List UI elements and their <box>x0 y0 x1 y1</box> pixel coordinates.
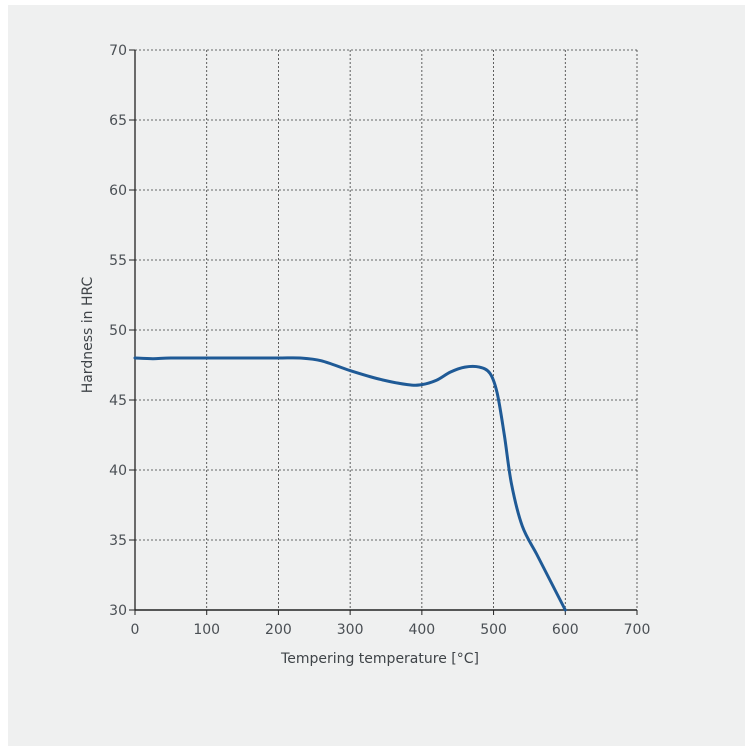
x-tick-label: 400 <box>408 622 435 638</box>
x-tick-label: 0 <box>131 622 140 638</box>
y-tick-label: 50 <box>109 323 127 339</box>
x-tick-label: 500 <box>480 622 507 638</box>
y-tick-label: 60 <box>109 183 127 199</box>
chart-panel: 30 35 40 45 50 55 60 65 70 0 100 200 300 400 500 600 70… <box>8 5 745 746</box>
x-tick-label: 200 <box>265 622 292 638</box>
grid <box>135 49 638 610</box>
x-axis-title: Tempering temperature [°C] <box>280 651 479 667</box>
y-tick-label: 35 <box>109 533 127 549</box>
y-tick-label: 70 <box>109 43 127 59</box>
y-tick-labels: 30 35 40 45 50 55 60 65 70 <box>109 43 127 619</box>
axes <box>129 49 638 615</box>
series <box>133 356 567 612</box>
x-tick-label: 300 <box>337 622 364 638</box>
x-tick-label: 600 <box>552 622 579 638</box>
y-tick-label: 55 <box>109 253 127 269</box>
x-tick-label: 100 <box>193 622 220 638</box>
y-axis-title: Hardness in HRC <box>80 276 96 393</box>
y-tick-label: 65 <box>109 113 127 129</box>
hardness-chart: 30 35 40 45 50 55 60 65 70 0 100 200 300 400 500 600 70… <box>80 43 651 667</box>
y-tick-label: 40 <box>109 463 127 479</box>
hardness-curve <box>133 356 567 612</box>
x-tick-label: 700 <box>624 622 651 638</box>
x-tick-labels: 0 100 200 300 400 500 600 700 <box>131 622 651 638</box>
y-tick-label: 45 <box>109 393 127 409</box>
y-tick-label: 30 <box>109 603 127 619</box>
